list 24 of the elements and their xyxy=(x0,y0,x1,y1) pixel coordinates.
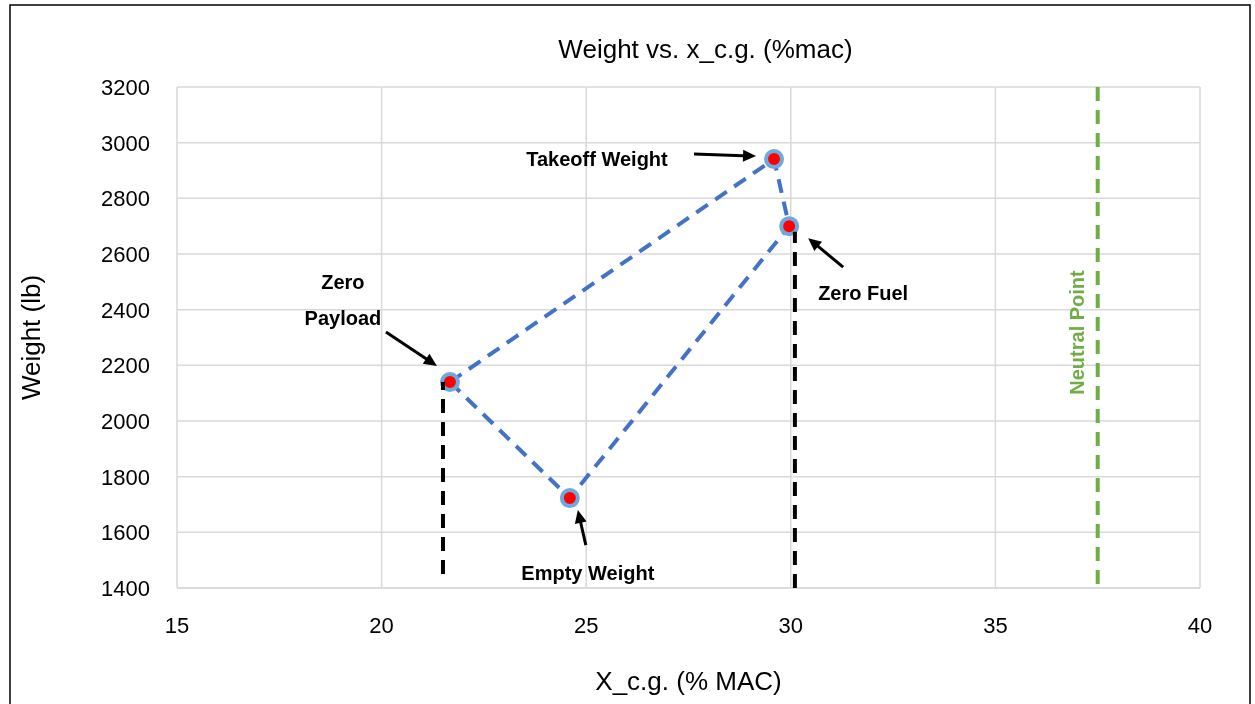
y-tick-label: 1600 xyxy=(101,520,150,546)
y-tick-label: 2800 xyxy=(101,186,150,212)
x-axis-title: X_c.g. (% MAC) xyxy=(595,666,782,696)
x-tick-label: 40 xyxy=(1187,613,1213,638)
y-tick-label: 2000 xyxy=(101,409,150,434)
x-tick-label: 15 xyxy=(164,613,190,638)
x-tick-label: 30 xyxy=(778,613,804,638)
y-tick-label: 3000 xyxy=(101,130,150,156)
y-axis-title: Weight (lb) xyxy=(16,274,46,401)
y-tick-label: 2600 xyxy=(101,242,150,267)
annotation: Zero Fuel xyxy=(818,282,909,305)
y-tick-label: 2400 xyxy=(101,297,150,323)
y-tick-label: 1400 xyxy=(101,576,150,601)
y-tick-label: 3200 xyxy=(101,75,150,100)
y-tick-label: 1800 xyxy=(101,464,150,490)
x-tick-label: 20 xyxy=(369,613,394,638)
annotation: Takeoff Weight xyxy=(526,148,669,171)
annotation: Empty Weight xyxy=(521,562,655,585)
x-tick-label: 35 xyxy=(983,613,1008,638)
y-tick-label: 2200 xyxy=(101,353,150,379)
annotation: Zero Payload xyxy=(304,271,382,330)
chart-title: Weight vs. x_c.g. (%mac) xyxy=(558,34,853,64)
ref-line-label: Neutral Point xyxy=(1065,269,1088,395)
x-tick-label: 25 xyxy=(573,613,599,638)
